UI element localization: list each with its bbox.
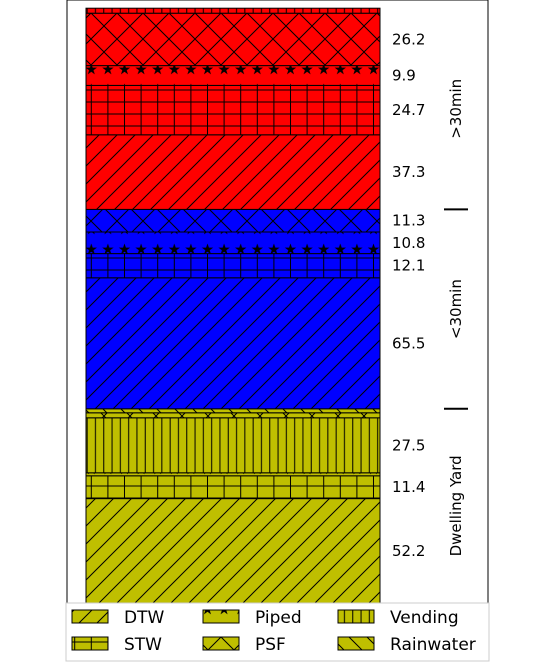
bar-hatch-dtw <box>85 134 381 210</box>
segment-value-label: 24.7 <box>392 101 425 119</box>
bar-segments <box>85 7 381 604</box>
legend-swatch-hatch <box>202 609 240 624</box>
bar-hatch-vending <box>85 7 381 14</box>
bar-hatch-psf <box>85 208 381 233</box>
legend-label: Rainwater <box>390 635 476 655</box>
segment-value-label: 65.5 <box>392 334 425 352</box>
bar-hatch-piped <box>85 231 381 255</box>
legend-frame <box>65 602 490 662</box>
bar-hatch-dtw <box>85 498 381 604</box>
bar-hatch-stw <box>85 475 381 500</box>
bar-hatch-psf <box>85 412 381 419</box>
legend-swatch-hatch <box>71 609 109 624</box>
bar-hatch-stw <box>85 253 381 279</box>
segment-value-label: 27.5 <box>392 436 425 454</box>
segment-value-label: 10.8 <box>392 234 425 252</box>
legend-label: Piped <box>255 608 302 628</box>
legend: DTW Piped Vending STW PSF Rainwater <box>65 602 490 662</box>
group-label: Dwelling Yard <box>447 455 465 556</box>
legend-swatch-hatch <box>71 636 109 651</box>
segment-value-label: 9.9 <box>392 67 416 85</box>
segment-value-label: 12.1 <box>392 257 425 275</box>
bar-hatch-stw <box>85 84 381 136</box>
group-label: >30min <box>447 79 465 139</box>
legend-label: Vending <box>390 608 459 628</box>
legend-swatch-hatch <box>337 636 375 651</box>
segment-value-label: 37.3 <box>392 163 425 181</box>
legend-label: PSF <box>255 635 286 655</box>
legend-label: DTW <box>124 608 164 628</box>
legend-label: STW <box>124 635 162 655</box>
segment-value-label: 26.2 <box>392 30 425 48</box>
segment-labels: 52.2 11.4 27.5 65.5 12.1 10.8 11.3 37.3 24.7 9.9 2… <box>392 30 425 559</box>
bar-hatch-piped <box>85 65 381 86</box>
bar-hatch-psf <box>85 12 381 67</box>
bar-hatch-dtw <box>85 277 381 410</box>
segment-value-label: 11.3 <box>392 212 425 230</box>
group-label: <30min <box>447 279 465 339</box>
bar-hatch-rainwater <box>85 408 381 414</box>
legend-swatch-hatch <box>337 609 375 624</box>
bar-hatch-vending <box>85 417 381 474</box>
group-labels: Dwelling Yard <30min >30min <box>444 79 468 556</box>
segment-value-label: 11.4 <box>392 478 425 496</box>
legend-swatch-hatch <box>202 636 240 651</box>
segment-value-label: 52.2 <box>392 542 425 560</box>
